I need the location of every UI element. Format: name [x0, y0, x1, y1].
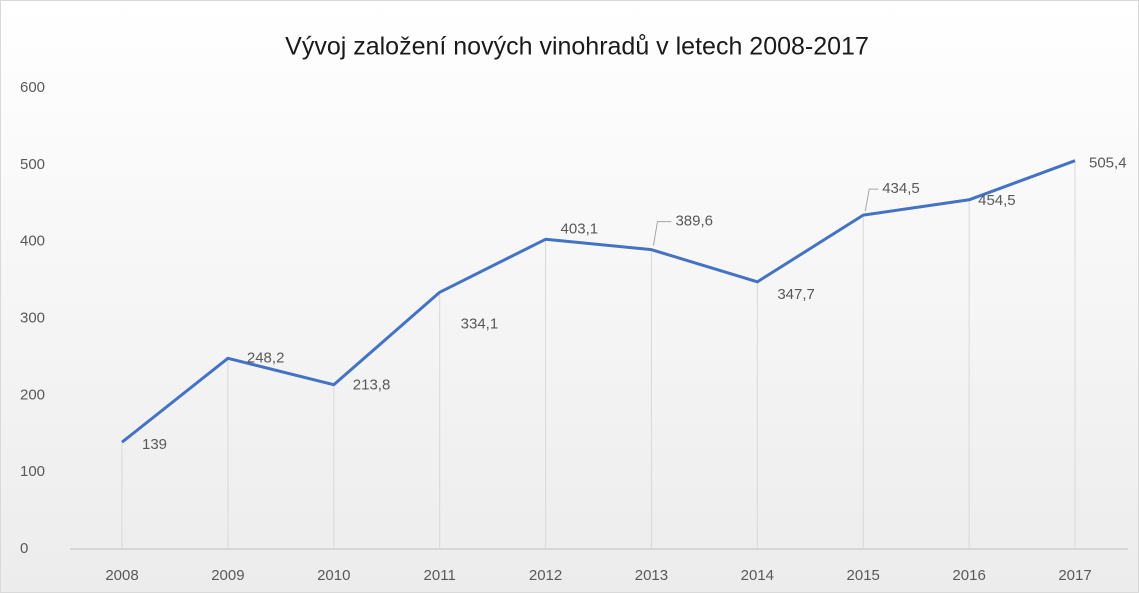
x-tick-label: 2014 [741, 567, 774, 584]
y-tick-label: 100 [20, 463, 45, 480]
x-tick-label: 2009 [211, 567, 244, 584]
x-tick-label: 2008 [105, 567, 138, 584]
y-tick-label: 500 [20, 156, 45, 173]
y-tick-label: 0 [20, 540, 28, 557]
data-line [121, 159, 1076, 444]
x-tick-label: 2013 [635, 567, 668, 584]
x-tick-label: 2017 [1058, 567, 1091, 584]
leader-line [864, 188, 879, 212]
y-tick-label: 200 [20, 386, 45, 403]
data-label: 248,2 [247, 349, 285, 366]
data-label: 347,7 [777, 286, 815, 303]
x-tick-label: 2011 [424, 567, 456, 584]
data-label: 139 [142, 436, 167, 453]
x-tick-label: 2016 [952, 567, 985, 584]
chart-title: Vývoj založení nových vinohradů v letech… [285, 33, 869, 61]
y-tick-label: 300 [20, 309, 45, 326]
data-label: 334,1 [461, 315, 499, 332]
x-tick-label: 2012 [529, 567, 562, 584]
x-tick-label: 2010 [317, 567, 350, 584]
data-label: 213,8 [353, 377, 391, 394]
data-label: 505,4 [1089, 155, 1127, 172]
data-label: 403,1 [561, 220, 599, 237]
y-tick-label: 400 [20, 233, 45, 250]
data-label: 434,5 [882, 180, 920, 197]
x-tick-label: 2015 [847, 567, 880, 584]
data-label: 389,6 [675, 213, 713, 230]
leader-line [652, 221, 672, 246]
data-label: 454,5 [978, 192, 1016, 209]
y-tick-label: 600 [20, 79, 45, 96]
